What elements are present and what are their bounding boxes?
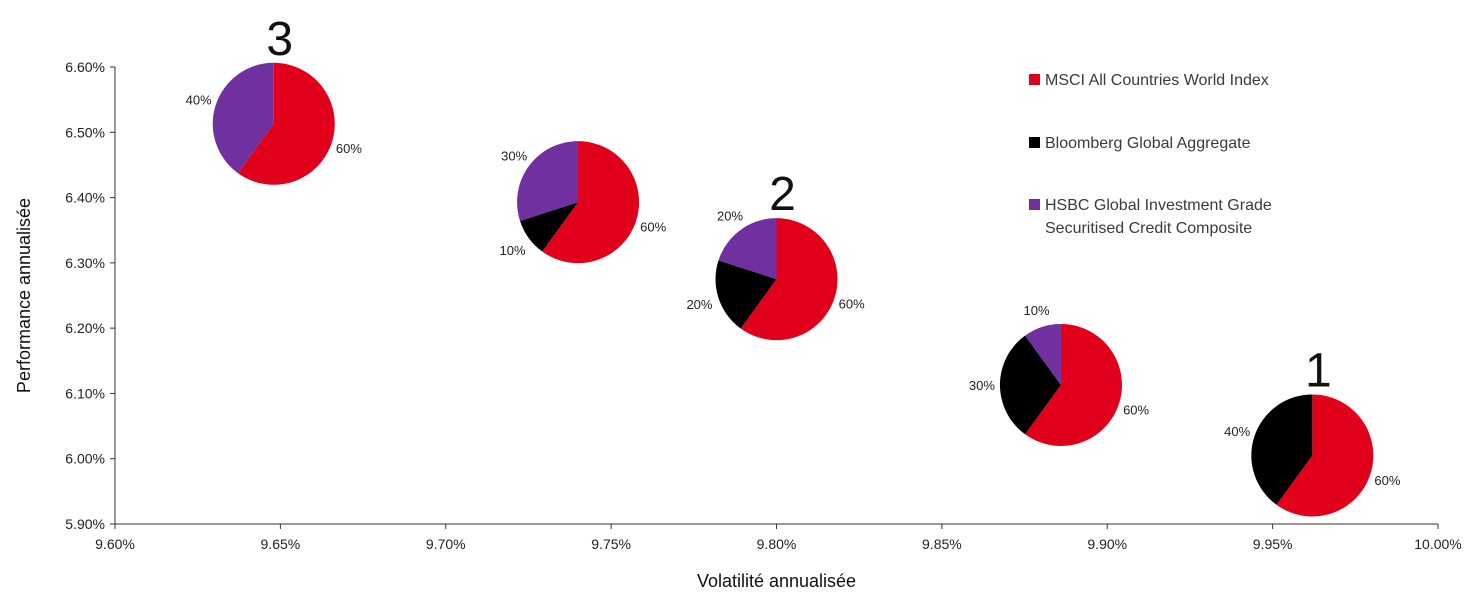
pie-marker: 60% 40% 3 — [186, 13, 362, 185]
pie-marker: 60% 10% 30% — [500, 141, 667, 264]
pie-slice-black — [999, 335, 1061, 435]
legend-entry: HSBC Global Investment Grade Securitised … — [1029, 197, 1272, 237]
slice-label: 20% — [717, 208, 743, 223]
x-tick-label: 10.00% — [1414, 536, 1461, 552]
pie-slice-purple — [1025, 323, 1061, 385]
pie-marker: 60% 40% 1 — [1224, 344, 1401, 517]
x-tick-label: 9.90% — [1087, 536, 1127, 552]
pie-slice-black — [1251, 394, 1313, 505]
portfolio-number: 1 — [1305, 344, 1332, 397]
x-tick-label: 9.95% — [1253, 536, 1293, 552]
pie-markers: 60% 40% 3 60% 10% 30% 60% 20% 20% 2 60% 30% 10% 60% 40… — [186, 13, 1401, 517]
legend-swatch — [1029, 74, 1040, 85]
pie-slice-purple — [212, 62, 274, 174]
pie-slice-black — [520, 202, 579, 252]
axes: 9.60% 9.65% 9.70% 9.75% 9.80% 9.85% 9.90% 9.95%… — [65, 59, 1461, 552]
portfolio-number: 3 — [266, 13, 293, 66]
pie-slice-msci — [542, 141, 640, 264]
slice-label: 40% — [1224, 424, 1250, 439]
slice-label: 60% — [1374, 473, 1400, 488]
x-tick-label: 9.70% — [426, 536, 466, 552]
x-tick-label: 9.85% — [922, 536, 962, 552]
x-tick-label: 9.80% — [757, 536, 797, 552]
slice-label: 40% — [186, 92, 212, 107]
pie-slice-black — [715, 260, 777, 329]
pie-slice-msci — [237, 62, 335, 185]
slice-label: 30% — [969, 378, 995, 393]
x-axis-title: Volatilité annualisée — [697, 571, 856, 591]
pie-slice-purple — [718, 218, 777, 280]
portfolio-number: 2 — [769, 168, 796, 221]
slice-label: 60% — [1123, 402, 1149, 417]
legend: MSCI All Countries World Index Bloomberg … — [1029, 72, 1272, 237]
y-tick-label: 6.50% — [65, 124, 105, 140]
pie-slice-msci — [740, 218, 838, 341]
slice-label: 20% — [686, 297, 712, 312]
legend-label: Bloomberg Global Aggregate — [1045, 135, 1251, 152]
slice-label: 10% — [500, 243, 526, 258]
y-tick-label: 6.30% — [65, 255, 105, 271]
pie-slice-purple — [517, 141, 579, 221]
pie-slice-msci — [1025, 323, 1122, 446]
legend-swatch — [1029, 137, 1040, 148]
y-tick-label: 6.10% — [65, 385, 105, 401]
slice-label: 60% — [839, 297, 865, 312]
y-tick-label: 6.00% — [65, 451, 105, 467]
slice-label: 30% — [501, 149, 527, 164]
x-tick-label: 9.60% — [95, 536, 135, 552]
slice-label: 60% — [336, 141, 362, 156]
x-tick-label: 9.75% — [591, 536, 631, 552]
slice-label: 10% — [1024, 303, 1050, 318]
legend-label: MSCI All Countries World Index — [1045, 72, 1269, 89]
y-tick-label: 6.40% — [65, 190, 105, 206]
y-tick-label: 5.90% — [65, 516, 105, 532]
pie-marker: 60% 30% 10% — [969, 303, 1150, 446]
legend-entry: Bloomberg Global Aggregate — [1029, 135, 1251, 152]
y-tick-label: 6.20% — [65, 320, 105, 336]
legend-entry: MSCI All Countries World Index — [1029, 72, 1269, 89]
y-tick-label: 6.60% — [65, 59, 105, 75]
legend-label: HSBC Global Investment Grade Securitised … — [1045, 197, 1272, 237]
pie-marker: 60% 20% 20% 2 — [686, 168, 865, 341]
pie-slice-msci — [1276, 394, 1374, 517]
y-axis-title: Performance annualisée — [14, 198, 34, 393]
slice-label: 60% — [640, 220, 666, 235]
x-tick-label: 9.65% — [261, 536, 301, 552]
legend-swatch — [1029, 199, 1040, 210]
